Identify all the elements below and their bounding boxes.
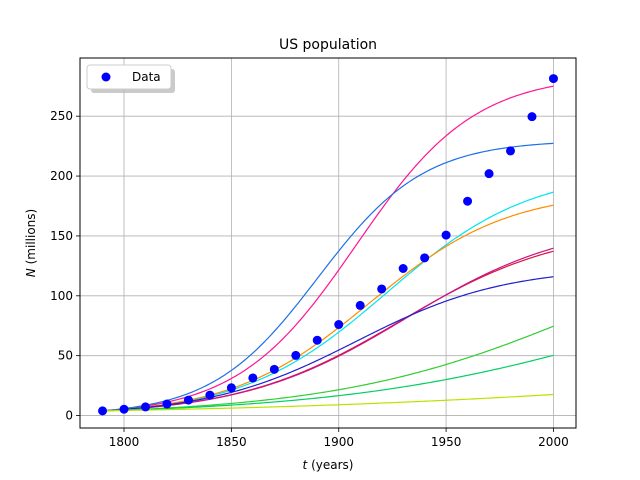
y-axis-variable: N [24, 268, 38, 277]
data-point [527, 112, 537, 122]
data-point [377, 284, 387, 294]
model-curve [102, 354, 554, 412]
x-tick-label: 2000 [538, 435, 569, 449]
data-point [506, 146, 516, 156]
data-point [441, 230, 451, 240]
data-point [119, 404, 129, 414]
y-axis-unit: (millions) [24, 209, 38, 268]
x-tick-label: 1800 [109, 435, 140, 449]
data-point [183, 395, 193, 405]
model-curve [102, 204, 554, 412]
grid [80, 58, 576, 428]
chart-title: US population [279, 37, 377, 53]
legend-label: Data [132, 70, 161, 84]
data-point [355, 300, 365, 310]
data-point [140, 402, 150, 412]
model-curve [102, 325, 554, 412]
data-points [98, 74, 558, 416]
model-curve [102, 393, 554, 412]
legend-box [86, 64, 172, 90]
data-point [312, 335, 322, 345]
data-point [291, 350, 301, 360]
model-curve [102, 276, 554, 412]
y-axis-ticks: 0 50 100 150 200 250 [50, 109, 80, 423]
data-point [548, 74, 558, 84]
model-curve [102, 247, 554, 412]
y-tick-label: 0 [65, 409, 73, 423]
x-axis-ticks: 1800 1850 1900 1950 2000 [109, 428, 569, 449]
legend: Data [86, 64, 175, 93]
data-point [269, 364, 279, 374]
x-tick-label: 1900 [323, 435, 354, 449]
data-point [205, 390, 215, 400]
y-tick-label: 150 [50, 229, 73, 243]
data-point [162, 399, 172, 409]
data-point [98, 406, 108, 416]
model-curve [102, 85, 554, 412]
data-point [398, 264, 408, 274]
data-point [484, 169, 494, 179]
y-tick-label: 250 [50, 109, 73, 123]
y-tick-label: 100 [50, 289, 73, 303]
y-axis-label: N (millions) [24, 209, 38, 277]
model-curve [102, 142, 554, 412]
plot-frame [79, 57, 577, 429]
data-point [334, 320, 344, 330]
legend-marker [101, 72, 111, 82]
data-point [248, 373, 258, 383]
x-tick-label: 1850 [216, 435, 247, 449]
y-tick-label: 50 [58, 349, 73, 363]
data-point [420, 253, 430, 263]
x-axis-variable: t [303, 458, 309, 472]
y-tick-label: 200 [50, 169, 73, 183]
x-tick-label: 1950 [431, 435, 462, 449]
data-point [226, 383, 236, 393]
x-axis-unit: (years) [307, 458, 353, 472]
model-curves [102, 85, 554, 412]
x-axis-label: t (years) [303, 458, 354, 472]
data-point [463, 196, 473, 206]
